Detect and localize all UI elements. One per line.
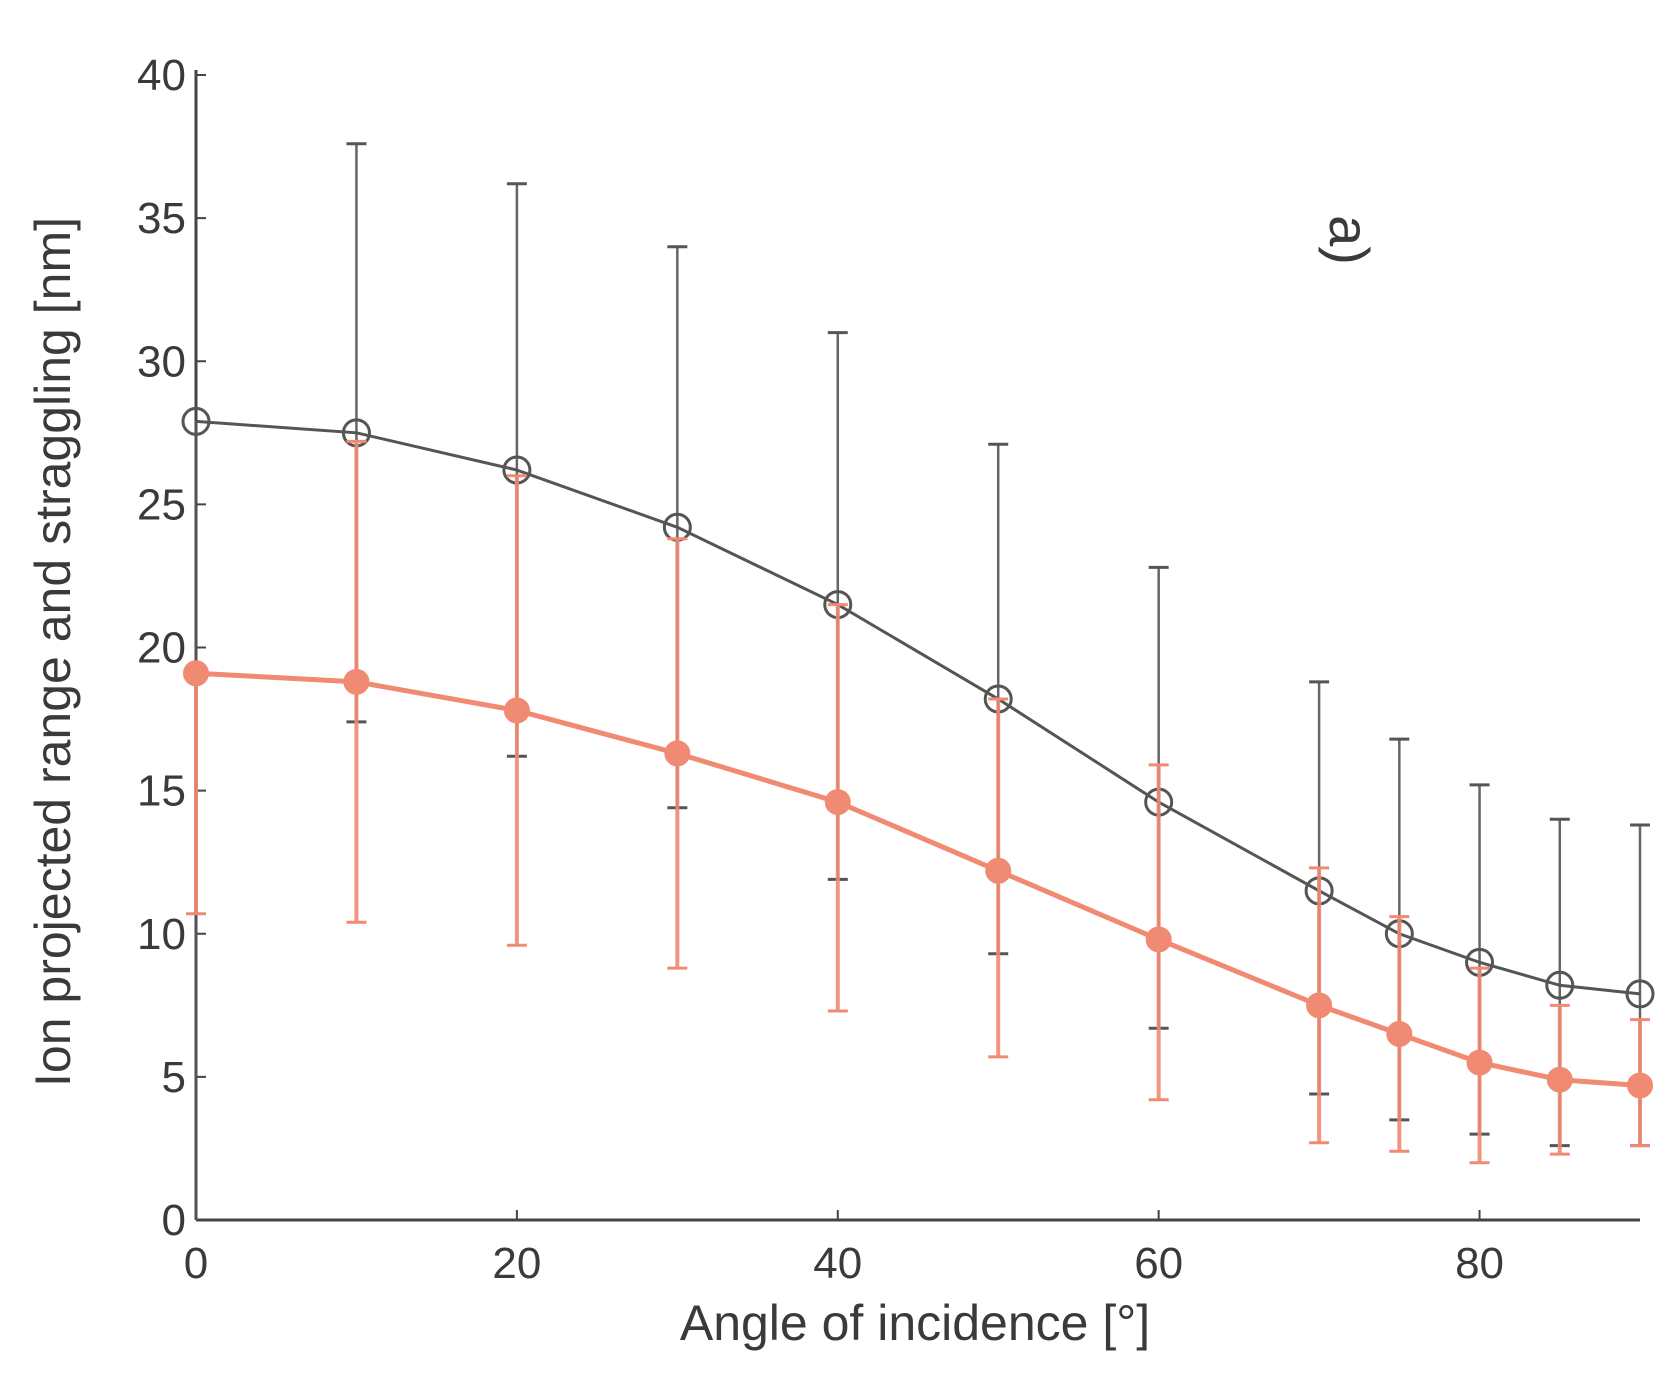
series-line <box>195 419 1641 996</box>
data-point <box>1627 1072 1653 1099</box>
series-1 <box>181 142 1655 1220</box>
data-point <box>1386 1020 1413 1047</box>
data-point <box>1145 926 1172 953</box>
axes <box>194 70 1640 1222</box>
y-tick-label: 10 <box>137 910 186 959</box>
x-ticks: 0 20 40 60 80 <box>184 1210 1504 1288</box>
x-tick-label: 40 <box>813 1239 862 1288</box>
data-point <box>343 668 370 695</box>
data-point <box>1466 1049 1493 1076</box>
x-tick-label: 20 <box>492 1239 541 1288</box>
y-tick-label: 25 <box>137 480 186 529</box>
data-point <box>1546 1066 1573 1093</box>
data-point <box>1306 992 1333 1019</box>
y-tick-label: 15 <box>137 767 186 816</box>
data-point <box>664 740 691 767</box>
x-tick-label: 0 <box>184 1239 208 1288</box>
panel-label: a) <box>1318 215 1381 265</box>
y-tick-label: 20 <box>137 624 186 673</box>
y-tick-label: 0 <box>162 1196 186 1245</box>
y-tick-label: 40 <box>137 51 186 100</box>
plot-area <box>181 142 1655 1220</box>
x-axis-label: Angle of incidence [°] <box>680 1295 1150 1351</box>
data-point <box>824 789 851 816</box>
data-point <box>183 660 209 687</box>
series-2 <box>183 439 1653 1165</box>
series-line <box>195 670 1641 1088</box>
y-tick-label: 30 <box>137 337 186 386</box>
y-ticks: 0 5 10 15 20 25 30 35 40 <box>137 51 206 1245</box>
y-tick-label: 5 <box>162 1053 186 1102</box>
data-point <box>1545 970 1575 1000</box>
y-tick-label: 35 <box>137 194 186 243</box>
x-tick-label: 60 <box>1134 1239 1183 1288</box>
data-point <box>181 406 211 436</box>
x-tick-label: 80 <box>1455 1239 1504 1288</box>
data-point <box>503 697 530 724</box>
data-point <box>985 857 1012 884</box>
data-point <box>1625 979 1655 1009</box>
y-axis-label: Ion projected range and straggling [nm] <box>25 217 81 1087</box>
